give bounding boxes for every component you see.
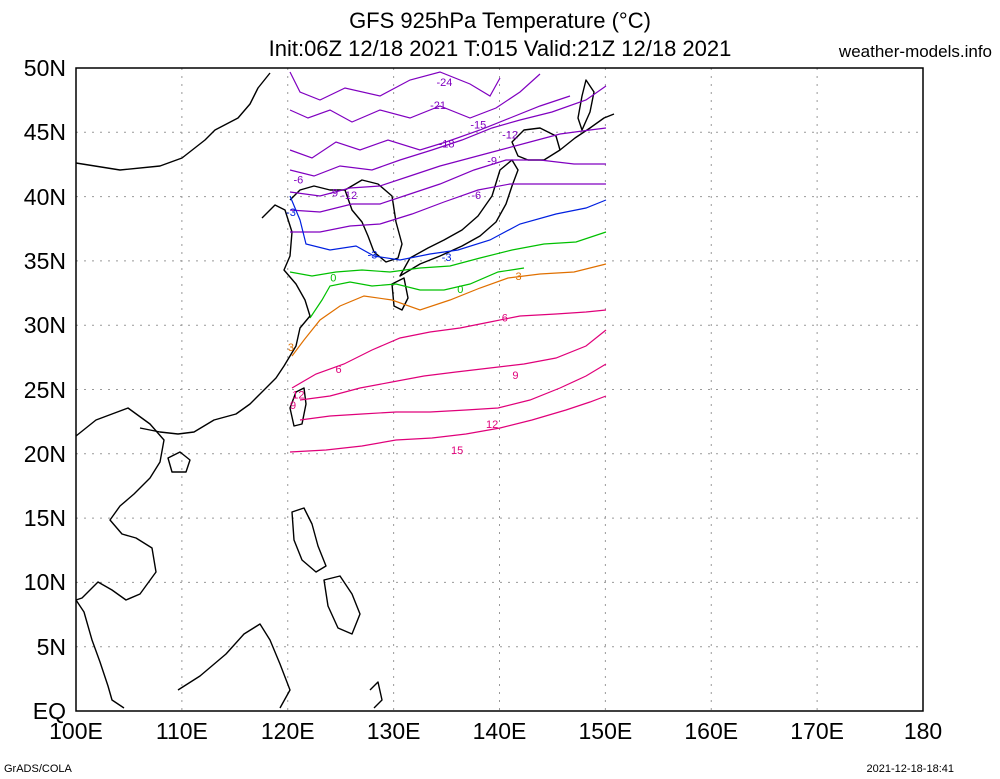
contour-minus-9 bbox=[289, 159, 606, 213]
y-tick-label: 40N bbox=[23, 183, 66, 210]
contour-label: 3 bbox=[515, 271, 521, 283]
chart-title: GFS 925hPa Temperature (°C) bbox=[349, 8, 651, 33]
x-tick-label: 110E bbox=[155, 718, 208, 744]
coastline-sulawesi bbox=[369, 681, 383, 709]
coastline-japan-kyushu bbox=[391, 277, 409, 311]
contour-label: -18 bbox=[439, 139, 455, 151]
x-tick-label: 170E bbox=[790, 718, 844, 744]
contour-label: -12 bbox=[502, 130, 518, 142]
coastline-japan-hokkaido bbox=[511, 127, 561, 161]
contour-label: -24 bbox=[436, 77, 452, 89]
contour-label: 15 bbox=[451, 445, 463, 457]
y-tick-label: 30N bbox=[23, 312, 66, 339]
y-tick-label: 20N bbox=[23, 440, 66, 467]
coastline-philippines-luzon bbox=[291, 507, 327, 573]
contour-label: -12 bbox=[341, 190, 357, 202]
x-tick-label: 100E bbox=[49, 718, 103, 744]
contour-minus-18 bbox=[289, 95, 571, 159]
footer-software-label: GrADS/COLA bbox=[4, 763, 72, 775]
x-tick-label: 180 bbox=[903, 718, 943, 744]
coastline-borneo bbox=[177, 623, 291, 709]
coastline-asia-north bbox=[75, 72, 271, 171]
contour-label: 0 bbox=[457, 284, 463, 296]
map-gridlines bbox=[76, 68, 923, 711]
contour-zero bbox=[289, 231, 607, 277]
contour-label: -9 bbox=[487, 155, 497, 167]
x-tick-label: 120E bbox=[260, 718, 315, 744]
contour-label: 3 bbox=[288, 342, 294, 354]
chart-subtitle: Init:06Z 12/18 2021 T:015 Valid:21Z 12/1… bbox=[268, 36, 732, 61]
contour-minus-12 bbox=[289, 127, 607, 197]
y-tick-label: 35N bbox=[23, 247, 66, 274]
contour-label: 9 bbox=[290, 400, 296, 412]
y-tick-label: 45N bbox=[23, 119, 66, 146]
x-tick-label: 130E bbox=[366, 718, 421, 744]
coastline-malay-peninsula bbox=[75, 599, 125, 709]
y-tick-label: 10N bbox=[23, 569, 66, 596]
coastline-china-east bbox=[139, 204, 311, 435]
y-tick-label: 15N bbox=[23, 505, 66, 532]
contour-label: -3 bbox=[368, 249, 378, 261]
contour-label: -6 bbox=[293, 175, 303, 187]
contour-label: 12 bbox=[486, 419, 498, 431]
contour-plus-9 bbox=[299, 329, 607, 401]
y-tick-label: 5N bbox=[36, 633, 66, 660]
contour-minus-15 bbox=[289, 85, 607, 177]
map-frame bbox=[75, 67, 924, 712]
contour-label: 0 bbox=[330, 272, 336, 284]
coastline-indochina bbox=[75, 407, 165, 601]
footer-timestamp: 2021-12-18-18:41 bbox=[866, 763, 954, 775]
coastline-kurils bbox=[559, 113, 615, 151]
contour-label: -21 bbox=[430, 100, 446, 112]
contour-minus-3 bbox=[289, 195, 607, 261]
coastline-japan-honshu bbox=[399, 159, 519, 277]
x-tick-label: 160E bbox=[684, 718, 739, 744]
contour-minus-21 bbox=[289, 73, 541, 123]
coastline-taiwan bbox=[289, 387, 307, 427]
y-tick-label: EQ bbox=[32, 698, 66, 724]
contour-label: 9 bbox=[512, 370, 518, 382]
contour-label: -3 bbox=[286, 207, 296, 219]
temperature-contours bbox=[289, 71, 607, 453]
contour-label: -6 bbox=[471, 190, 481, 202]
contour-plus-12 bbox=[299, 363, 607, 421]
contour-labels: -24-21-18-15-12-9-6-6-9 -12-3-3 -300336699… bbox=[286, 77, 522, 457]
contour-plus-3 bbox=[291, 263, 607, 357]
contour-label: -9 bbox=[328, 188, 338, 200]
contour-plus-6 bbox=[291, 309, 607, 389]
contour-label: 6 bbox=[336, 364, 342, 376]
y-tick-label: 25N bbox=[23, 376, 66, 403]
source-site-label: weather-models.info bbox=[838, 42, 992, 61]
x-tick-label: 140E bbox=[472, 718, 527, 744]
x-tick-label: 150E bbox=[578, 718, 633, 744]
coastline-sakhalin bbox=[577, 79, 595, 131]
coastline-korea bbox=[344, 179, 403, 263]
coastline-philippines-south bbox=[323, 575, 361, 635]
contour-minus-24 bbox=[289, 71, 501, 101]
y-tick-label: 50N bbox=[23, 55, 66, 81]
coastline-hainan bbox=[167, 451, 191, 473]
coastlines bbox=[75, 72, 615, 709]
contour-label: 12 bbox=[292, 390, 304, 402]
contour-minus-6 bbox=[290, 183, 606, 233]
contour-plus-15 bbox=[289, 395, 607, 453]
contour-label: 6 bbox=[502, 312, 508, 324]
contour-label: -15 bbox=[470, 119, 486, 131]
contour-zero-south bbox=[309, 267, 525, 319]
contour-label: -3 bbox=[442, 252, 452, 264]
